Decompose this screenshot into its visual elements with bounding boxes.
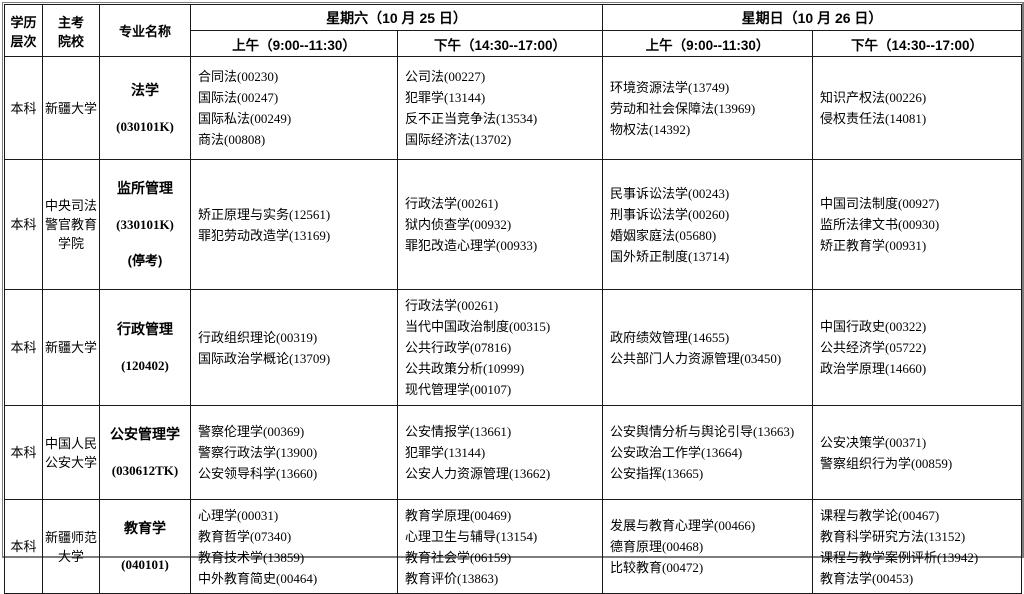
courses-saturday-morning: 合同法(00230) 国际法(00247) 国际私法(00249) 商法(008…: [190, 56, 398, 160]
examining-school: 中国人民 公安大学: [42, 405, 100, 500]
table-row-public-administration: 本科 新疆大学 行政管理 (120402) 行政组织理论(00319) 国际政治…: [4, 289, 1023, 406]
exam-schedule-table: 学历 层次 主考 院校 专业名称 星期六（10 月 25 日） 星期日（10 月…: [4, 4, 1023, 594]
major: 监所管理 (330101K) (停考): [99, 159, 191, 290]
major: 法学 (030101K): [99, 56, 191, 160]
header-major-name: 专业名称: [99, 4, 191, 57]
education-level: 本科: [4, 499, 43, 594]
courses-saturday-afternoon: 行政法学(00261) 当代中国政治制度(00315) 公共行政学(07816)…: [396, 289, 604, 406]
courses-saturday-afternoon: 公安情报学(13661) 犯罪学(13144) 公安人力资源管理(13662): [396, 405, 604, 500]
examining-school: 新疆大学: [42, 289, 100, 406]
courses-sunday-afternoon: 知识产权法(00226) 侵权责任法(14081): [812, 56, 1023, 160]
examining-school: 新疆大学: [42, 56, 100, 160]
header-sunday-morning: 上午（9:00--11:30）: [602, 30, 814, 57]
education-level: 本科: [4, 56, 43, 160]
courses-sunday-afternoon: 中国行政史(00322) 公共经济学(05722) 政治学原理(14660): [812, 289, 1023, 406]
header-examining-school: 主考 院校: [42, 4, 100, 57]
major-code: (040101): [121, 557, 169, 572]
table-row-prison-management: 本科 中央司法 警官教育 学院 监所管理 (330101K) (停考) 矫正原理…: [4, 159, 1023, 290]
major-name: 法学: [131, 81, 159, 98]
header-sunday-afternoon: 下午（14:30--17:00）: [812, 30, 1023, 57]
table-header-row-sessions: 上午（9:00--11:30） 下午（14:30--17:00） 上午（9:00…: [5, 30, 1023, 57]
header-education-level: 学历 层次: [4, 4, 43, 57]
table-row-education: 本科 新疆师范 大学 教育学 (040101) 心理学(00031) 教育哲学(…: [4, 499, 1023, 594]
major-suspended-note: (停考): [127, 253, 163, 268]
courses-sunday-morning: 发展与教育心理学(00466) 德育原理(00468) 比较教育(00472): [602, 499, 814, 594]
major-code: (030612TK): [111, 463, 179, 478]
table-header-row-days: 学历 层次 主考 院校 专业名称 星期六（10 月 25 日） 星期日（10 月…: [4, 4, 1023, 57]
header-saturday-afternoon: 下午（14:30--17:00）: [396, 30, 604, 57]
major-name: 教育学: [124, 520, 166, 536]
courses-saturday-afternoon: 公司法(00227) 犯罪学(13144) 反不正当竞争法(13534) 国际经…: [396, 56, 604, 160]
courses-sunday-afternoon: 公安决策学(00371) 警察组织行为学(00859): [812, 405, 1023, 500]
examining-school: 新疆师范 大学: [42, 499, 100, 594]
education-level: 本科: [4, 289, 43, 406]
major: 行政管理 (120402): [99, 289, 191, 406]
header-saturday-morning: 上午（9:00--11:30）: [190, 30, 398, 57]
courses-sunday-afternoon: 课程与教学论(00467) 教育科学研究方法(13152) 课程与教学案例评析(…: [812, 499, 1023, 594]
courses-sunday-afternoon: 中国司法制度(00927) 监所法律文书(00930) 矫正教育学(00931): [812, 159, 1023, 290]
courses-saturday-morning: 心理学(00031) 教育哲学(07340) 教育技术学(13859) 中外教育…: [190, 499, 398, 594]
education-level: 本科: [4, 159, 43, 290]
major-name: 监所管理: [117, 180, 173, 196]
courses-saturday-afternoon: 教育学原理(00469) 心理卫生与辅导(13154) 教育社会学(06159)…: [396, 499, 604, 594]
major-name: 公安管理学: [110, 426, 180, 442]
major: 教育学 (040101): [99, 499, 191, 594]
courses-sunday-morning: 政府绩效管理(14655) 公共部门人力资源管理(03450): [602, 289, 814, 406]
courses-saturday-morning: 警察伦理学(00369) 警察行政法学(13900) 公安领导科学(13660): [190, 405, 398, 500]
header-sunday: 星期日（10 月 26 日）: [602, 4, 1023, 31]
major-name: 行政管理: [117, 321, 173, 337]
courses-sunday-morning: 民事诉讼法学(00243) 刑事诉讼法学(00260) 婚姻家庭法(05680)…: [602, 159, 814, 290]
major-code: (120402): [121, 358, 169, 373]
courses-saturday-morning: 矫正原理与实务(12561) 罪犯劳动改造学(13169): [190, 159, 398, 290]
courses-sunday-morning: 公安舆情分析与舆论引导(13663) 公安政治工作学(13664) 公安指挥(1…: [602, 405, 814, 500]
courses-saturday-morning: 行政组织理论(00319) 国际政治学概论(13709): [190, 289, 398, 406]
education-level: 本科: [4, 405, 43, 500]
major-code: (330101K): [116, 217, 174, 232]
courses-saturday-afternoon: 行政法学(00261) 狱内侦查学(00932) 罪犯改造心理学(00933): [396, 159, 604, 290]
header-saturday: 星期六（10 月 25 日）: [189, 4, 604, 31]
courses-sunday-morning: 环境资源法学(13749) 劳动和社会保障法(13969) 物权法(14392): [602, 56, 814, 160]
major: 公安管理学 (030612TK): [99, 405, 191, 500]
table-row-public-security-management: 本科 中国人民 公安大学 公安管理学 (030612TK) 警察伦理学(0036…: [4, 405, 1023, 500]
table-row-law: 本科 新疆大学 法学 (030101K) 合同法(00230) 国际法(0024…: [4, 56, 1023, 160]
examining-school: 中央司法 警官教育 学院: [42, 159, 100, 290]
major-code: (030101K): [116, 118, 174, 134]
